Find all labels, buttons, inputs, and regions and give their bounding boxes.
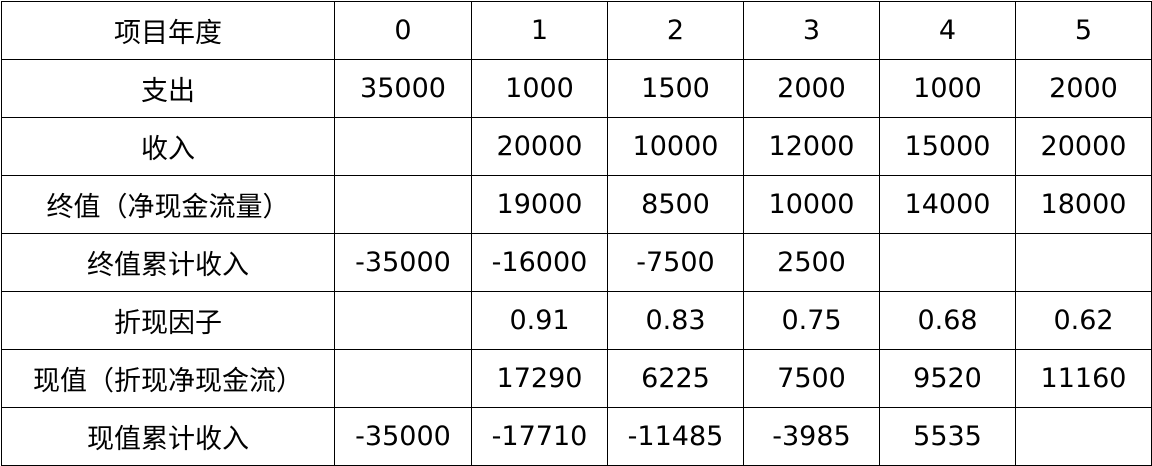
value-cell: -16000 <box>471 233 608 292</box>
row-label-cell: 终值（净现金流量） <box>1 175 335 234</box>
row-label-cell: 收入 <box>1 117 335 176</box>
value-cell: -7500 <box>607 233 744 292</box>
header-row: 项目年度 0 1 2 3 4 5 <box>1 1 1152 60</box>
row-label-cell: 折现因子 <box>1 291 335 350</box>
value-cell: 2000 <box>743 59 880 118</box>
value-cell: 14000 <box>879 175 1016 234</box>
value-cell: 10000 <box>743 175 880 234</box>
table-row: 终值累计收入 -35000 -16000 -7500 2500 <box>1 233 1152 292</box>
value-cell: 0.62 <box>1015 291 1152 350</box>
value-cell: 0.75 <box>743 291 880 350</box>
year-header-cell: 4 <box>879 1 1016 60</box>
value-cell: -17710 <box>471 407 608 466</box>
value-cell: 11160 <box>1015 349 1152 408</box>
value-cell <box>334 175 472 234</box>
row-label-cell: 终值累计收入 <box>1 233 335 292</box>
value-cell <box>879 233 1016 292</box>
value-cell: -3985 <box>743 407 880 466</box>
value-cell: 15000 <box>879 117 1016 176</box>
header-label-cell: 项目年度 <box>1 1 335 60</box>
table-row: 支出 35000 1000 1500 2000 1000 2000 <box>1 59 1152 118</box>
year-header-cell: 5 <box>1015 1 1152 60</box>
value-cell: 7500 <box>743 349 880 408</box>
table-row: 收入 20000 10000 12000 15000 20000 <box>1 117 1152 176</box>
table-row: 现值（折现净现金流） 17290 6225 7500 9520 11160 <box>1 349 1152 408</box>
value-cell: 20000 <box>471 117 608 176</box>
value-cell: 10000 <box>607 117 744 176</box>
year-header-cell: 0 <box>334 1 472 60</box>
value-cell: 19000 <box>471 175 608 234</box>
value-cell: -11485 <box>607 407 744 466</box>
value-cell: 35000 <box>334 59 472 118</box>
value-cell: 9520 <box>879 349 1016 408</box>
value-cell: 20000 <box>1015 117 1152 176</box>
value-cell: -35000 <box>334 407 472 466</box>
value-cell: 17290 <box>471 349 608 408</box>
year-header-cell: 1 <box>471 1 608 60</box>
value-cell <box>334 291 472 350</box>
value-cell: 18000 <box>1015 175 1152 234</box>
year-header-cell: 2 <box>607 1 744 60</box>
value-cell: 2500 <box>743 233 880 292</box>
value-cell <box>1015 233 1152 292</box>
value-cell: 12000 <box>743 117 880 176</box>
value-cell: 0.91 <box>471 291 608 350</box>
value-cell: 6225 <box>607 349 744 408</box>
value-cell: -35000 <box>334 233 472 292</box>
value-cell: 1000 <box>879 59 1016 118</box>
year-header-cell: 3 <box>743 1 880 60</box>
value-cell <box>334 117 472 176</box>
value-cell: 2000 <box>1015 59 1152 118</box>
value-cell: 1000 <box>471 59 608 118</box>
value-cell <box>334 349 472 408</box>
value-cell <box>1015 407 1152 466</box>
table-row: 终值（净现金流量） 19000 8500 10000 14000 18000 <box>1 175 1152 234</box>
value-cell: 5535 <box>879 407 1016 466</box>
value-cell: 8500 <box>607 175 744 234</box>
row-label-cell: 现值（折现净现金流） <box>1 349 335 408</box>
row-label-cell: 现值累计收入 <box>1 407 335 466</box>
row-label-cell: 支出 <box>1 59 335 118</box>
value-cell: 0.68 <box>879 291 1016 350</box>
value-cell: 1500 <box>607 59 744 118</box>
table-row: 折现因子 0.91 0.83 0.75 0.68 0.62 <box>1 291 1152 350</box>
table-row: 现值累计收入 -35000 -17710 -11485 -3985 5535 <box>1 407 1152 466</box>
value-cell: 0.83 <box>607 291 744 350</box>
